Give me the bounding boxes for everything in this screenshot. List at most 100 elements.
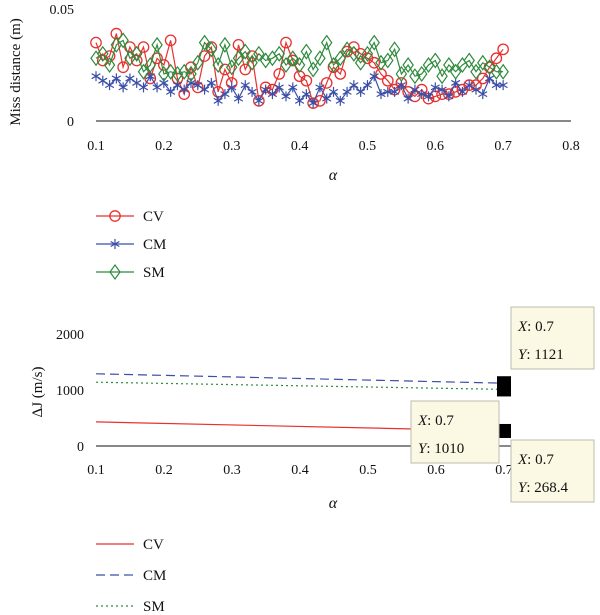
top-point-sm-28: [280, 56, 292, 74]
datatip-2-box: [510, 439, 595, 503]
top-point-cm-2: [104, 80, 115, 91]
top-point-cv-24: [253, 94, 265, 107]
datatip-0: X: 0.7 Y: 1121: [510, 306, 595, 370]
top-point-sm-19: [219, 36, 231, 53]
top-point-sm-45: [395, 65, 408, 82]
top-point-sm-9: [151, 36, 163, 53]
top-point-sm-14: [185, 65, 197, 82]
top-point-cv-60: [497, 43, 509, 56]
top-point-cm-21-stroke-2: [233, 95, 244, 102]
bottom-y-axis-label: ΔJ (m/s): [30, 367, 46, 418]
top-point-cm-52-stroke-2: [444, 93, 454, 100]
top-point-cm-15-stroke-2: [193, 82, 203, 89]
top-point-cm-32: [308, 98, 318, 109]
top-point-cm-18-stroke-2: [213, 97, 223, 104]
top-point-sm-22: [239, 43, 252, 60]
top-point-cv-11: [164, 34, 177, 47]
top-point-cm-45-stroke-2: [396, 82, 406, 89]
top-series-cv-line: [95, 33, 504, 104]
top-x-tick-6: 0.7: [494, 139, 512, 154]
top-point-cm-57: [478, 89, 488, 100]
top-point-cm-37: [342, 86, 352, 97]
top-point-sm-60: [497, 63, 509, 80]
bottom-x-tick-2: 0.3: [223, 463, 241, 478]
top-point-cm-48: [417, 89, 427, 100]
top-series-cv: [90, 27, 509, 109]
top-point-sm-44: [388, 41, 401, 58]
top-point-sm-48: [415, 65, 428, 82]
top-point-sm-25: [259, 52, 272, 69]
top-point-sm-39: [354, 54, 367, 71]
bottom-legend-cv-label: CV: [143, 537, 164, 553]
bottom-x-tick-1: 0.2: [155, 463, 173, 478]
top-point-sm-12: [171, 65, 184, 82]
top-point-cm-34: [322, 93, 332, 104]
bottom-legend-cm-label: CM: [143, 568, 166, 584]
top-point-cm-27: [274, 82, 284, 93]
bottom-annotations: X: 0.7 Y: 1121 X: 0.7 Y: 1010 X: 0.7 Y: 268.4: [410, 306, 595, 503]
top-y-tick-1: 0.05: [50, 3, 75, 18]
top-point-cv-4: [117, 61, 129, 74]
top-point-cm-36-stroke-2: [335, 97, 345, 104]
top-point-cm-16: [199, 84, 210, 95]
top-point-cv-55: [463, 79, 476, 92]
top-point-cv-43: [381, 74, 394, 87]
top-point-sm-23: [246, 54, 258, 71]
top-point-cm-10: [159, 77, 169, 88]
top-point-sm-38: [348, 45, 360, 62]
top-point-cv-34: [320, 77, 333, 89]
top-point-cm-22-stroke-2: [240, 82, 250, 89]
bottom-legend-sm-label: SM: [143, 599, 165, 615]
top-point-cm-23-stroke-2: [247, 88, 257, 95]
bottom-datapoint-cv: [497, 423, 511, 438]
top-point-cv-38: [348, 41, 360, 53]
top-point-cm-60-stroke-2: [498, 82, 508, 89]
top-point-cm-31-stroke-2: [301, 91, 311, 98]
datatip-2-y: Y: 268.4: [518, 480, 569, 496]
top-point-cm-46-stroke-2: [403, 95, 413, 102]
top-point-cm-13-stroke-2: [179, 86, 189, 93]
top-point-cm-14-stroke-2: [186, 79, 196, 86]
top-point-sm-36: [334, 50, 347, 67]
top-point-cm-44-stroke-2: [389, 88, 400, 95]
bottom-y-tick-1: 1000: [56, 384, 84, 399]
top-point-sm-16: [198, 34, 211, 51]
top-x-tick-5: 0.6: [427, 139, 445, 154]
bottom-legend: CV CM SM: [96, 537, 166, 615]
top-point-sm-52: [443, 56, 455, 74]
bottom-datapoint-sm: [497, 382, 511, 397]
top-point-sm-34: [320, 34, 333, 51]
top-point-cm-20-stroke-2: [227, 84, 237, 91]
top-point-cm-30: [294, 95, 305, 106]
top-point-cm-42: [376, 89, 386, 100]
top-point-sm-37: [341, 41, 353, 58]
top-point-sm-50: [429, 52, 442, 69]
top-series-sm-line: [95, 39, 504, 78]
top-point-cv-57: [476, 72, 489, 85]
top-point-cm-33-stroke-2: [315, 84, 325, 91]
top-point-cv-7: [137, 41, 150, 53]
top-point-cm-0-stroke-2: [91, 73, 101, 80]
top-x-tick-3: 0.4: [291, 139, 309, 154]
top-point-sm-27: [273, 45, 285, 62]
datatip-0-x: X: 0.7: [517, 319, 554, 335]
datatip-1-box: [410, 400, 500, 464]
top-point-sm-58: [483, 59, 496, 76]
top-point-cm-38-stroke-2: [349, 82, 359, 89]
top-point-cm-37-stroke-2: [342, 88, 352, 95]
top-point-cm-40-stroke-2: [362, 82, 373, 89]
top-point-cm-28-stroke-2: [281, 93, 291, 100]
top-point-sm-56: [470, 63, 482, 80]
top-point-cm-41: [369, 71, 379, 82]
top-point-sm-21: [232, 50, 245, 67]
top-point-cm-14: [186, 77, 196, 88]
top-y-axis-label: Miss distance (m): [8, 18, 24, 125]
top-point-cm-17-stroke-2: [206, 79, 216, 86]
top-point-cm-29: [288, 82, 298, 93]
top-legend-cm-marker-stroke-2: [110, 240, 120, 248]
top-point-cm-52: [444, 91, 454, 102]
top-point-sm-1: [97, 45, 109, 62]
top-point-cm-42-stroke-2: [376, 91, 386, 98]
